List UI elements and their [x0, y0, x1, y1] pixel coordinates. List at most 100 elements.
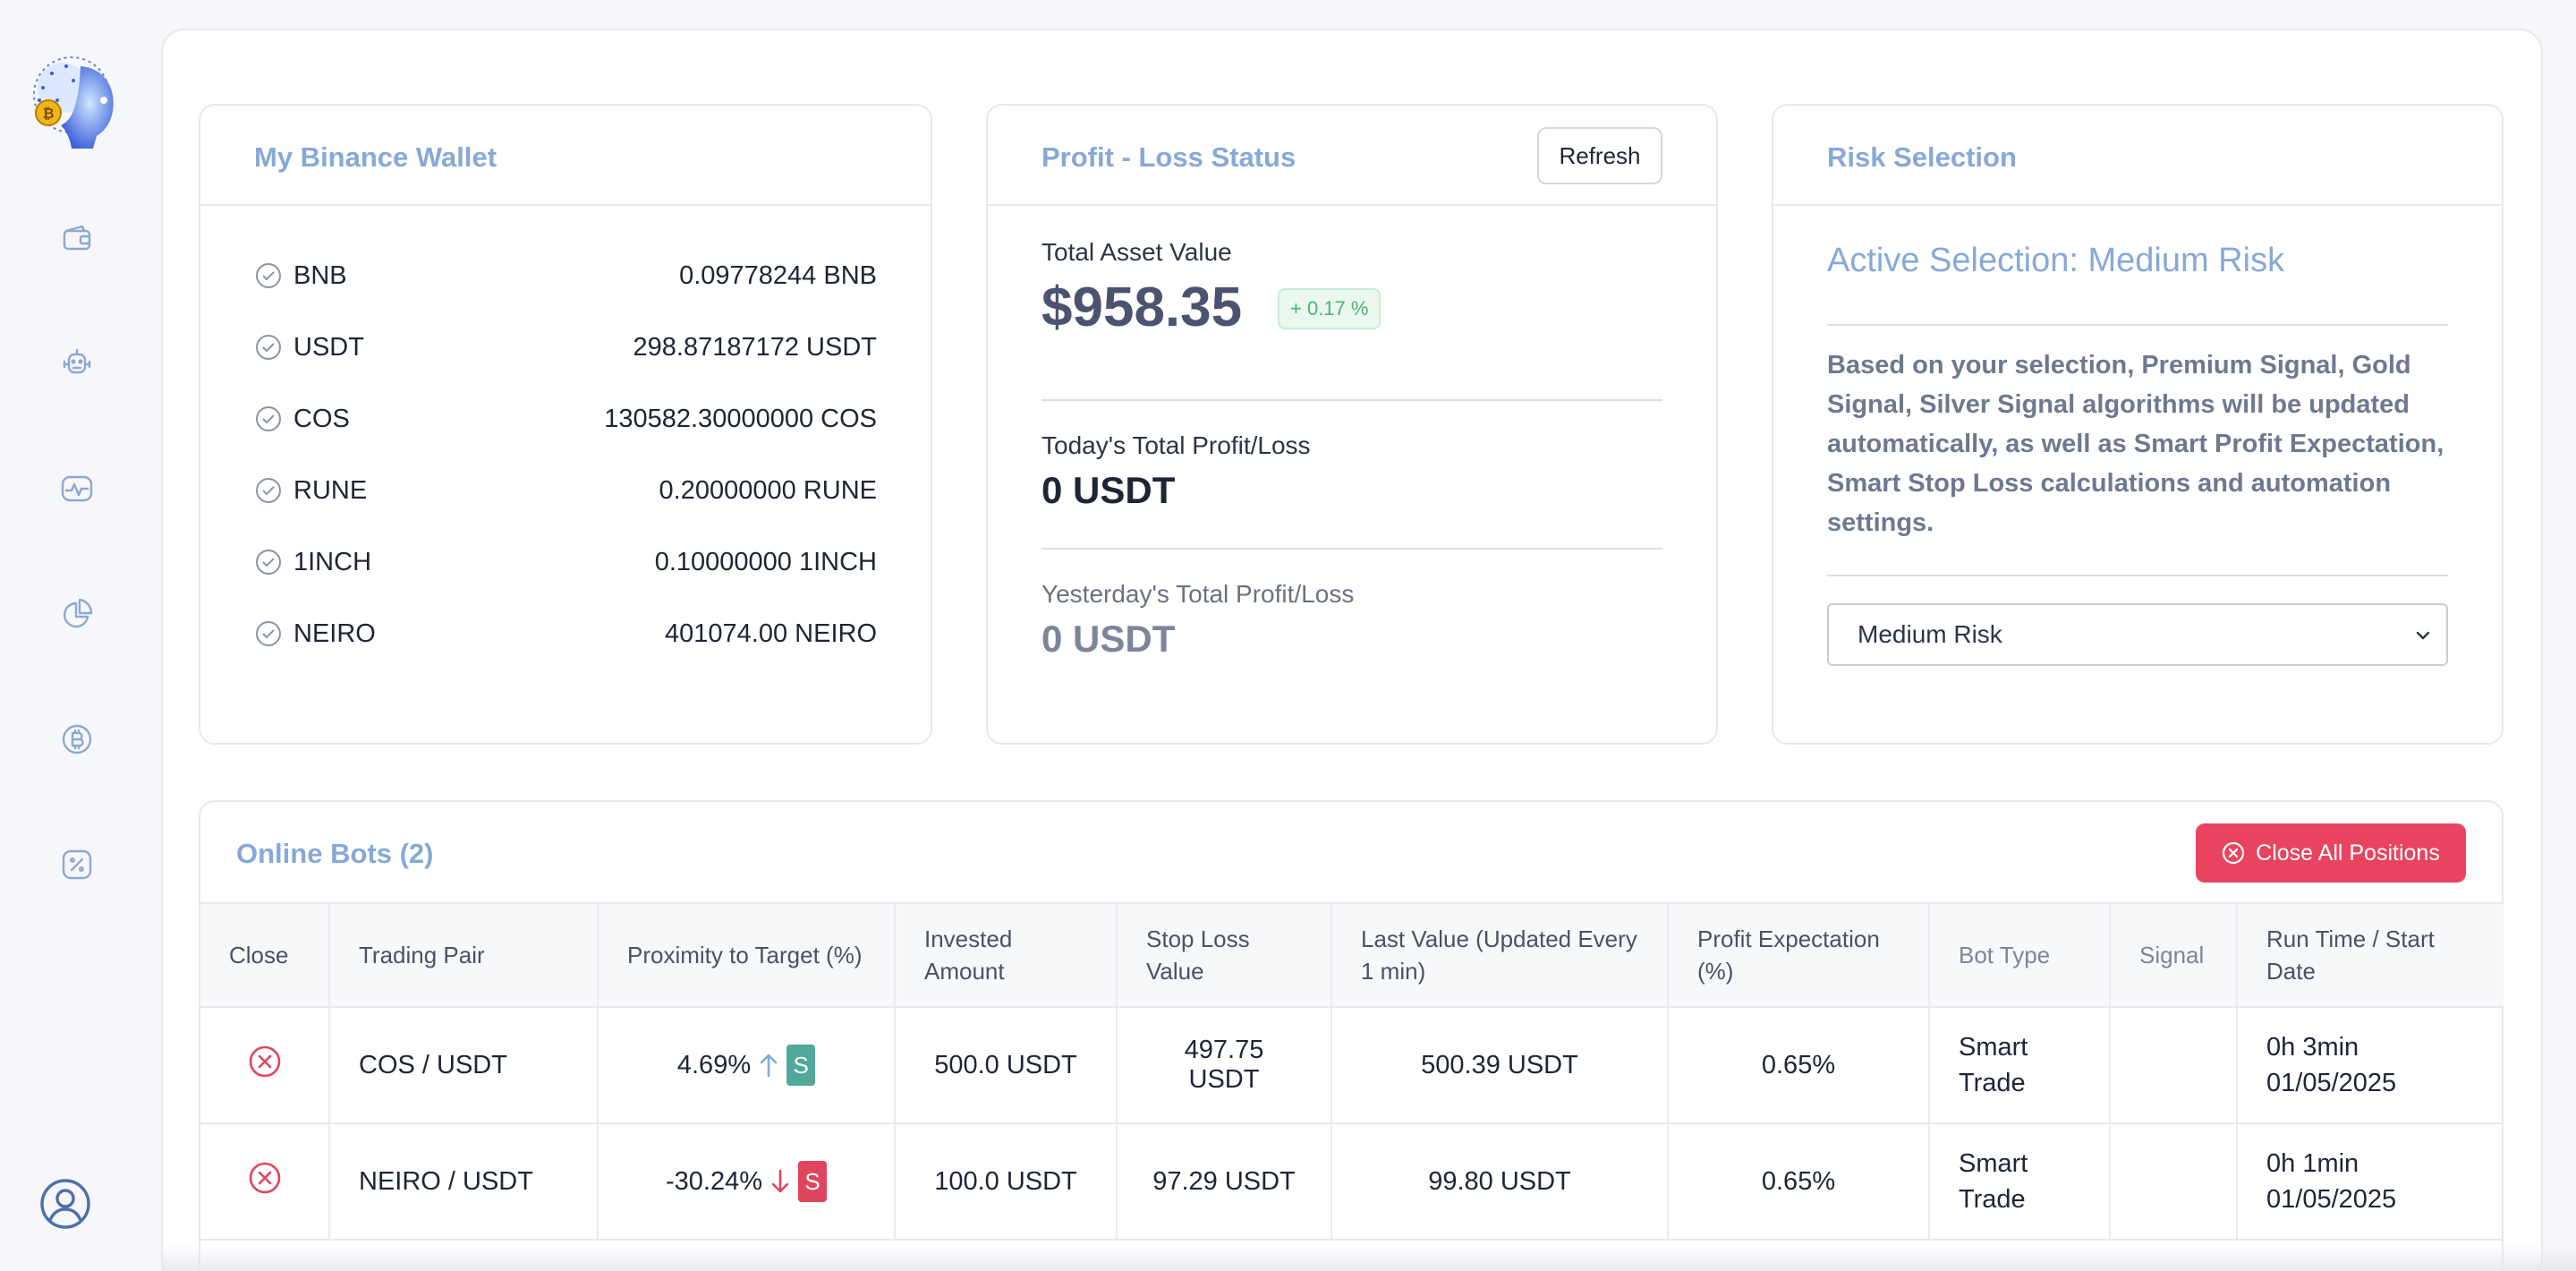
trading-pair: NEIRO / USDT [329, 1123, 599, 1241]
bot-type-line: Smart [1959, 1149, 2028, 1178]
bot-type: Smart Trade [1929, 1007, 2111, 1124]
arrow-up-icon [760, 1053, 778, 1078]
bots-table: Close Trading Pair Proximity to Target (… [200, 902, 2504, 1241]
yesterday-value: 0 USDT [1041, 618, 1176, 660]
main-content: My Binance Wallet BNB 0.09778244 BNB USD… [161, 29, 2543, 1271]
run-time: 0h 1min [2266, 1149, 2359, 1178]
bot-type-line: Trade [1959, 1185, 2026, 1214]
check-circle-icon [256, 478, 281, 503]
percent-icon[interactable] [59, 847, 95, 883]
risk-level-select[interactable]: Medium Risk [1827, 603, 2448, 666]
signal-badge: S [786, 1045, 816, 1086]
last-value: 99.80 USDT [1331, 1123, 1669, 1241]
divider [1827, 575, 2448, 576]
ai-robot-logo[interactable]: ₿ [27, 48, 127, 156]
table-row: COS / USDT 4.69% S 500.0 USDT 497.75 USD… [200, 1007, 2504, 1124]
table-header-row: Close Trading Pair Proximity to Target (… [200, 902, 2504, 1008]
today-label: Today's Total Profit/Loss [1041, 431, 1311, 459]
wallet-card: My Binance Wallet BNB 0.09778244 BNB USD… [199, 104, 932, 745]
check-circle-icon [256, 263, 281, 288]
wallet-icon[interactable] [59, 220, 95, 256]
signal-cell [2110, 1123, 2238, 1241]
check-circle-icon [256, 550, 281, 575]
bot-type: Smart Trade [1929, 1123, 2111, 1241]
activity-icon[interactable] [59, 471, 95, 507]
pie-chart-icon[interactable] [59, 596, 95, 632]
risk-select-value: Medium Risk [1858, 620, 2002, 648]
risk-description: Based on your selection, Premium Signal,… [1827, 351, 2444, 537]
last-value: 500.39 USDT [1331, 1007, 1669, 1124]
wallet-amount: 401074.00 NEIRO [665, 618, 877, 648]
divider [1041, 399, 1662, 401]
wallet-amount: 298.87187172 USDT [633, 332, 877, 362]
column-header: Bot Type [1929, 902, 2111, 1008]
risk-selection-card: Risk Selection Active Selection: Medium … [1772, 104, 2504, 745]
check-circle-icon [256, 621, 281, 646]
wallet-coin: RUNE [293, 475, 368, 505]
wallet-row: 1INCH 0.10000000 1INCH [254, 544, 877, 580]
wallet-row: COS 130582.30000000 COS [254, 401, 877, 437]
close-cell [200, 1123, 330, 1241]
close-position-icon[interactable] [247, 1160, 283, 1196]
check-circle-icon [256, 335, 281, 360]
check-circle-icon [256, 406, 281, 431]
run-time-cell: 0h 3min 01/05/2025 [2237, 1007, 2504, 1124]
proximity-value: 4.69% [676, 1050, 752, 1079]
bottom-shadow [161, 1244, 2576, 1271]
wallet-coin: 1INCH [293, 547, 372, 576]
wallet-amount: 130582.30000000 COS [604, 404, 877, 433]
wallet-row: NEIRO 401074.00 NEIRO [254, 616, 877, 652]
run-time-cell: 0h 1min 01/05/2025 [2237, 1123, 2504, 1241]
wallet-coin: BNB [293, 260, 347, 290]
close-all-positions-button[interactable]: Close All Positions [2196, 823, 2466, 883]
column-header: Invested Amount [895, 902, 1118, 1008]
total-asset-value: $958.35 [1041, 277, 1243, 338]
wallet-coin: COS [293, 404, 350, 433]
chevron-down-icon [2416, 631, 2430, 640]
trading-pair: COS / USDT [329, 1007, 599, 1124]
wallet-title: My Binance Wallet [254, 141, 497, 173]
stop-loss-value: 497.75 USDT [1117, 1007, 1332, 1124]
arrow-down-icon [771, 1169, 789, 1193]
column-header: Profit Expectation (%) [1668, 902, 1930, 1008]
online-bots-title: Online Bots (2) [236, 838, 434, 869]
sidebar: ₿ [0, 0, 161, 1271]
signal-badge: S [798, 1161, 827, 1202]
refresh-button[interactable]: Refresh [1537, 127, 1662, 184]
column-header: Proximity to Target (%) [598, 902, 896, 1008]
change-badge: + 0.17 % [1278, 288, 1382, 329]
bitcoin-icon[interactable] [59, 721, 95, 757]
profit-expectation: 0.65% [1668, 1007, 1930, 1124]
run-time: 0h 3min [2266, 1033, 2359, 1062]
svg-text:₿: ₿ [42, 105, 54, 122]
profit-loss-card: Profit - Loss Status Refresh Total Asset… [986, 104, 1718, 745]
divider [1827, 324, 2448, 326]
user-circle-icon[interactable] [39, 1178, 91, 1230]
close-cell [200, 1007, 330, 1124]
bot-type-line: Smart [1959, 1033, 2028, 1062]
divider [1041, 548, 1662, 550]
wallet-coin: USDT [293, 332, 364, 362]
active-risk-selection: Active Selection: Medium Risk [1827, 242, 2285, 279]
column-header: Signal [2110, 902, 2238, 1008]
column-header: Run Time / Start Date [2237, 902, 2504, 1008]
column-header: Last Value (Updated Every 1 min) [1331, 902, 1669, 1008]
wallet-row: USDT 298.87187172 USDT [254, 329, 877, 365]
risk-title: Risk Selection [1827, 141, 2017, 173]
profit-card-header: Profit - Loss Status Refresh [988, 106, 1716, 206]
table-row: NEIRO / USDT -30.24% S 100.0 USDT 97.29 … [200, 1123, 2504, 1241]
profit-expectation: 0.65% [1668, 1123, 1930, 1241]
risk-card-header: Risk Selection [1773, 106, 2502, 206]
proximity-cell: -30.24% S [598, 1123, 896, 1241]
close-position-icon[interactable] [247, 1044, 283, 1079]
wallet-card-header: My Binance Wallet [200, 106, 931, 206]
wallet-row: RUNE 0.20000000 RUNE [254, 473, 877, 508]
signal-cell [2110, 1007, 2238, 1124]
wallet-amount: 0.10000000 1INCH [654, 547, 877, 576]
column-header: Trading Pair [329, 902, 599, 1008]
invested-amount: 500.0 USDT [895, 1007, 1118, 1124]
wallet-coin: NEIRO [293, 618, 376, 648]
today-value: 0 USDT [1041, 469, 1176, 511]
total-asset-label: Total Asset Value [1041, 238, 1232, 266]
robot-icon[interactable] [59, 345, 95, 381]
